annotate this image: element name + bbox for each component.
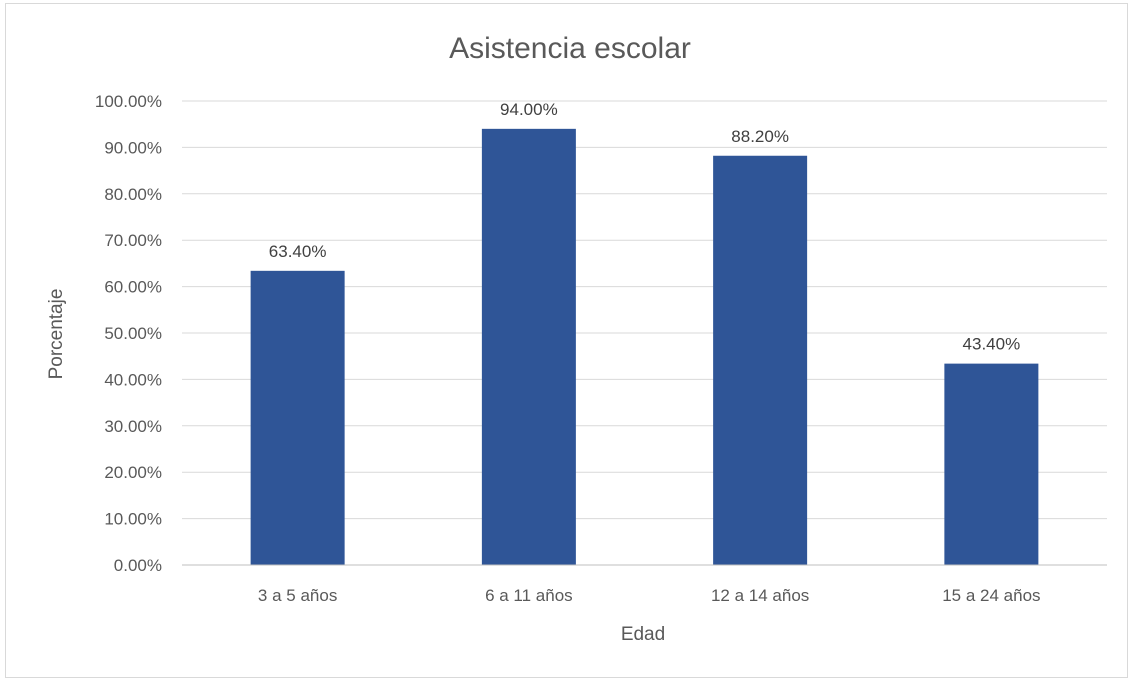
x-axis-title: Edad bbox=[621, 624, 665, 645]
bar bbox=[481, 128, 576, 565]
y-tick-label: 70.00% bbox=[104, 231, 162, 250]
y-tick-label: 60.00% bbox=[104, 278, 162, 297]
bar bbox=[713, 155, 808, 565]
data-label: 43.40% bbox=[963, 335, 1021, 354]
chart-title: Asistencia escolar bbox=[449, 32, 691, 65]
y-tick-label: 80.00% bbox=[104, 185, 162, 204]
y-axis-title: Porcentaje bbox=[46, 289, 67, 380]
data-label: 94.00% bbox=[500, 100, 558, 119]
y-tick-label: 20.00% bbox=[104, 463, 162, 482]
data-labels: 63.40% 94.00% 88.20% 43.40% bbox=[269, 100, 1020, 354]
data-label: 88.20% bbox=[731, 127, 789, 146]
bar bbox=[250, 270, 345, 565]
x-axis-ticks: 3 a 5 años 6 a 11 años 12 a 14 años 15 a 24… bbox=[258, 586, 1041, 605]
bar bbox=[944, 363, 1039, 565]
data-label: 63.40% bbox=[269, 242, 327, 261]
bars bbox=[250, 128, 1039, 565]
x-tick-label: 6 a 11 años bbox=[485, 586, 573, 605]
y-axis-ticks: 0.00% 10.00% 20.00% 30.00% 40.00% 50.00% 60.00… bbox=[95, 92, 162, 575]
y-tick-label: 10.00% bbox=[104, 510, 162, 529]
y-tick-label: 50.00% bbox=[104, 324, 162, 343]
y-tick-label: 90.00% bbox=[104, 138, 162, 157]
x-tick-label: 15 a 24 años bbox=[942, 586, 1040, 605]
x-tick-label: 12 a 14 años bbox=[711, 586, 809, 605]
y-tick-label: 0.00% bbox=[114, 556, 162, 575]
y-tick-label: 30.00% bbox=[104, 417, 162, 436]
y-tick-label: 40.00% bbox=[104, 370, 162, 389]
x-tick-label: 3 a 5 años bbox=[258, 586, 337, 605]
y-tick-label: 100.00% bbox=[95, 92, 162, 111]
